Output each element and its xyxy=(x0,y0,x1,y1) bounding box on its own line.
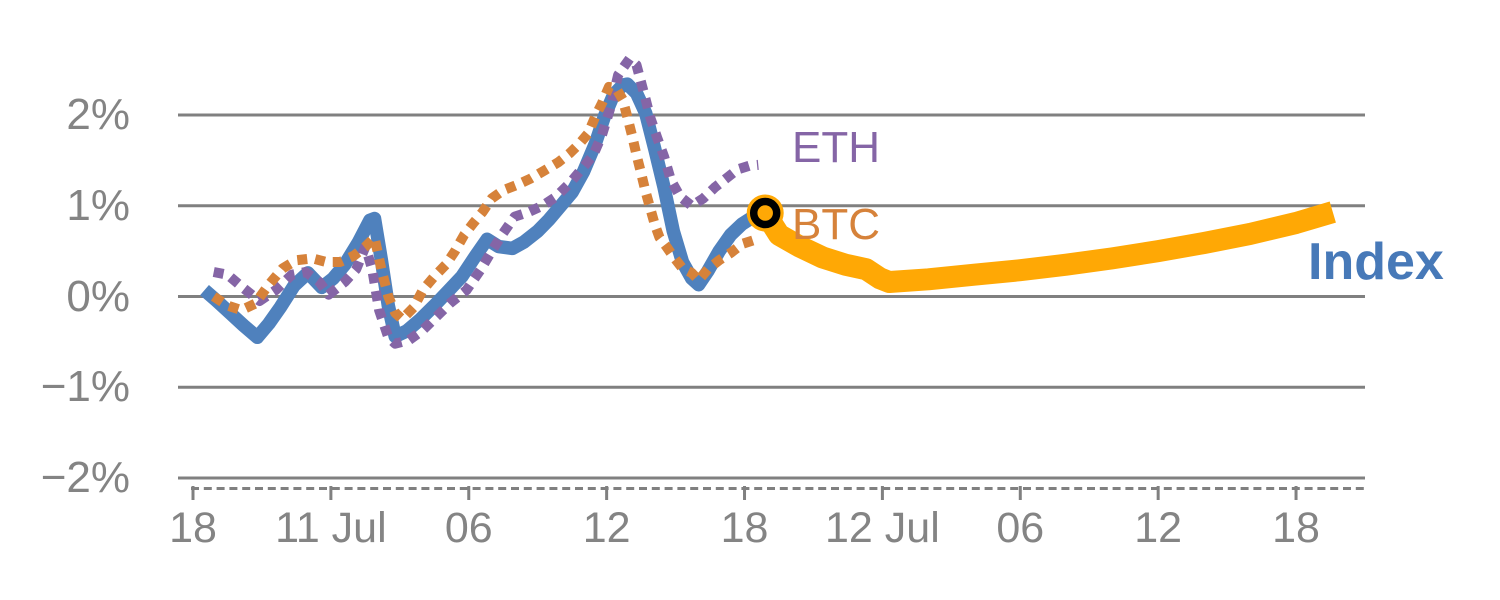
eth-line xyxy=(212,53,759,349)
y-tick-label: 0% xyxy=(66,271,130,321)
current-point-marker xyxy=(749,197,781,229)
y-tick-label: −1% xyxy=(40,362,130,412)
x-tick-label: 12 xyxy=(582,504,631,552)
x-tick-label: 18 xyxy=(169,504,217,552)
eth-series-label: ETH xyxy=(792,123,880,172)
index-continuation-line xyxy=(755,201,1336,293)
x-tick-label: 18 xyxy=(720,504,769,552)
x-tick-label: 12 xyxy=(1134,504,1183,552)
btc-line xyxy=(210,81,761,325)
y-tick-label: −2% xyxy=(40,453,130,502)
x-tick-label: 11 Jul xyxy=(275,504,387,552)
index-line xyxy=(200,77,768,345)
y-tick-label: 2% xyxy=(66,90,130,139)
y-tick-label: 1% xyxy=(66,180,130,230)
x-tick-label: 06 xyxy=(996,504,1045,552)
index-series-label: Index xyxy=(1308,233,1444,291)
x-tick-label: 06 xyxy=(444,504,493,552)
x-tick-label: 18 xyxy=(1272,504,1320,552)
btc-series-label: BTC xyxy=(792,200,880,249)
x-tick-label: 12 Jul xyxy=(825,504,940,552)
